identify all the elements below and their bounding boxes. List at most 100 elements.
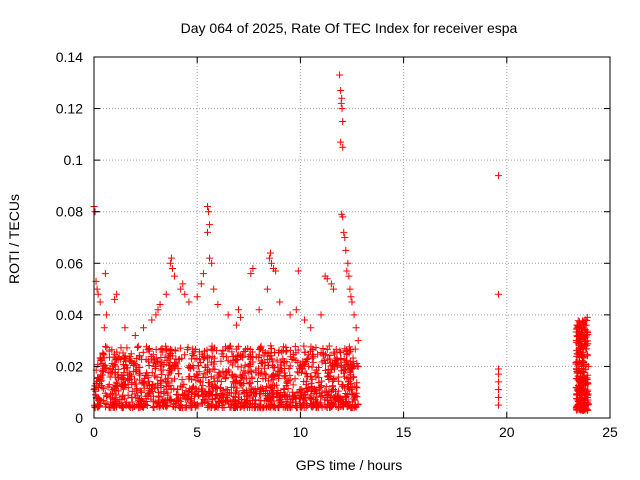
data-point — [205, 402, 213, 410]
data-point — [286, 311, 294, 319]
data-point — [199, 382, 207, 390]
data-point — [161, 398, 169, 406]
data-point — [305, 351, 313, 359]
data-point — [205, 208, 213, 216]
data-point — [124, 374, 132, 382]
data-point — [199, 352, 207, 360]
data-point — [337, 138, 345, 146]
data-point — [252, 396, 260, 404]
data-point — [147, 395, 155, 403]
data-point — [136, 401, 144, 409]
data-point — [257, 359, 265, 367]
data-point — [208, 353, 216, 361]
data-point — [580, 358, 588, 366]
data-point — [251, 385, 259, 393]
data-point — [580, 331, 588, 339]
data-point — [263, 382, 271, 390]
data-point — [154, 357, 162, 365]
data-point — [242, 375, 250, 383]
data-point — [117, 355, 125, 363]
data-point — [269, 392, 277, 400]
data-point — [170, 272, 178, 280]
data-point — [309, 402, 317, 410]
data-point — [576, 327, 584, 335]
x-tick-label: 15 — [396, 424, 412, 440]
data-point — [159, 399, 167, 407]
data-point — [579, 404, 587, 412]
data-point — [246, 380, 254, 388]
data-point — [210, 377, 218, 385]
data-point — [193, 293, 201, 301]
data-point — [91, 403, 99, 411]
data-point — [134, 342, 142, 350]
data-point — [139, 378, 147, 386]
data-point — [577, 324, 585, 332]
data-point — [339, 383, 347, 391]
data-point — [152, 311, 160, 319]
data-point — [181, 351, 189, 359]
data-point — [204, 397, 212, 405]
data-point — [164, 371, 172, 379]
data-point — [164, 382, 172, 390]
data-point — [99, 349, 107, 357]
data-point — [323, 275, 331, 283]
data-point — [289, 392, 297, 400]
data-point — [283, 358, 291, 366]
data-point — [245, 360, 253, 368]
data-point — [207, 345, 215, 353]
data-point — [162, 346, 170, 354]
data-point — [333, 355, 341, 363]
data-point — [230, 379, 238, 387]
data-point — [111, 386, 119, 394]
data-point — [331, 350, 339, 358]
data-point — [167, 345, 175, 353]
data-point — [122, 355, 130, 363]
data-point — [124, 401, 132, 409]
data-point — [314, 369, 322, 377]
data-point — [282, 391, 290, 399]
data-point — [495, 386, 503, 394]
data-point — [300, 342, 308, 350]
data-point — [321, 396, 329, 404]
data-point — [105, 381, 113, 389]
data-point — [495, 290, 503, 298]
data-point — [138, 388, 146, 396]
data-point — [346, 285, 354, 293]
chart-title: Day 064 of 2025, Rate Of TEC Index for r… — [181, 20, 518, 36]
data-point — [240, 367, 248, 375]
x-tick-label: 5 — [193, 424, 201, 440]
data-point — [232, 401, 240, 409]
data-point — [260, 403, 268, 411]
data-point — [341, 394, 349, 402]
data-point — [300, 378, 308, 386]
y-tick-label: 0.08 — [56, 204, 83, 220]
data-point — [308, 354, 316, 362]
data-point — [321, 402, 329, 410]
data-point — [303, 373, 311, 381]
data-point — [297, 368, 305, 376]
data-point — [495, 370, 503, 378]
data-point — [316, 383, 324, 391]
data-point — [252, 366, 260, 374]
data-point — [97, 355, 105, 363]
data-point — [132, 368, 140, 376]
data-point — [207, 373, 215, 381]
data-point — [215, 395, 223, 403]
data-point — [572, 336, 580, 344]
data-point — [354, 401, 362, 409]
data-point — [301, 316, 309, 324]
data-point — [229, 373, 237, 381]
data-point — [164, 353, 172, 361]
data-point — [102, 343, 110, 351]
data-point — [203, 368, 211, 376]
data-point — [259, 347, 267, 355]
data-point — [583, 350, 591, 358]
data-point — [224, 345, 232, 353]
data-point — [111, 369, 119, 377]
data-point — [228, 372, 236, 380]
data-point — [296, 401, 304, 409]
data-point — [274, 386, 282, 394]
data-point — [117, 344, 125, 352]
data-point — [339, 143, 347, 151]
data-point — [255, 371, 263, 379]
